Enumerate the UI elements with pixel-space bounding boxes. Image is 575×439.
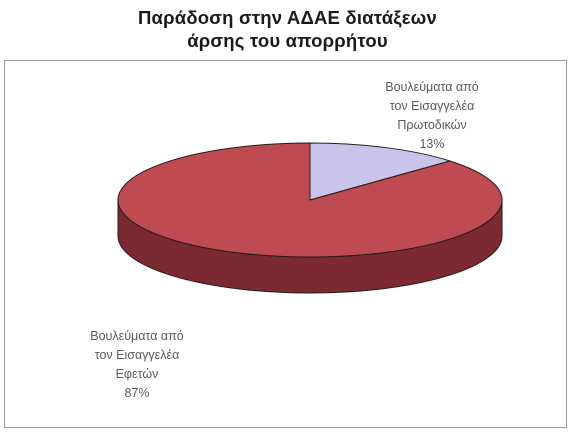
slice-label-prwtodikwn-line-2: τον Εισαγγελέα <box>389 99 475 113</box>
slice-label-efetwn-line-1: Βουλεύματα από <box>90 329 184 343</box>
pie-slice-0 <box>309 142 452 201</box>
chart-title-line-1: Παράδοση στην ΑΔΑΕ διατάξεων <box>138 7 437 28</box>
slice-label-prwtodikwn: Βουλεύματα από τον Εισαγγελέα Πρωτοδικών… <box>352 78 512 154</box>
chart-title: Παράδοση στην ΑΔΑΕ διατάξεων άρσης του α… <box>0 6 575 52</box>
slice-percent-efetwn: 87% <box>124 386 150 400</box>
slice-label-efetwn-line-3: Εφετών <box>115 367 159 381</box>
slice-label-efetwn-line-2: τον Εισαγγελέα <box>94 348 180 362</box>
slice-label-efetwn: Βουλεύματα από τον Εισαγγελέα Εφετών 87% <box>62 327 212 403</box>
slice-label-prwtodikwn-line-1: Βουλεύματα από <box>385 80 479 94</box>
slice-percent-prwtodikwn: 13% <box>419 137 445 151</box>
chart-title-line-2: άρσης του απορρήτου <box>187 30 388 51</box>
pie-slice-1 <box>117 142 503 258</box>
slice-label-prwtodikwn-line-3: Πρωτοδικών <box>397 118 467 132</box>
